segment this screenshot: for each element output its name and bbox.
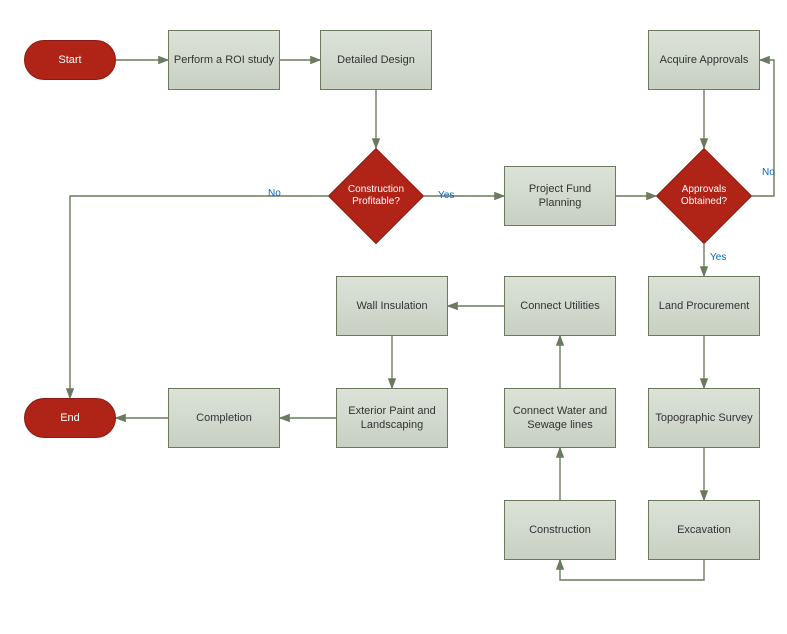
insulation-node: Wall Insulation [336,276,448,336]
topo-node: Topographic Survey [648,388,760,448]
construction-label: Construction [529,523,591,537]
utilities-label: Connect Utilities [520,299,599,313]
start-node: Start [24,40,116,80]
edge-label-no-1: No [268,188,281,199]
roi-node: Perform a ROI study [168,30,280,90]
profitable-label: Construction Profitable? [328,148,424,244]
funding-node: Project Fund Planning [504,166,616,226]
approvals-label: Approvals Obtained? [656,148,752,244]
topo-label: Topographic Survey [655,411,752,425]
land-label: Land Procurement [659,299,750,313]
approvals-node: Approvals Obtained? [656,148,752,244]
construction-node: Construction [504,500,616,560]
excavation-label: Excavation [677,523,731,537]
paint-node: Exterior Paint and Landscaping [336,388,448,448]
design-node: Detailed Design [320,30,432,90]
end-label: End [60,411,80,425]
land-node: Land Procurement [648,276,760,336]
edge-label-yes-2: Yes [710,252,726,263]
end-node: End [24,398,116,438]
acquire-label: Acquire Approvals [660,53,749,67]
funding-label: Project Fund Planning [509,182,611,211]
water-label: Connect Water and Sewage lines [509,404,611,433]
edge-label-yes-1: Yes [438,190,454,201]
paint-label: Exterior Paint and Landscaping [341,404,443,433]
edge-label-no-2: No [762,167,775,178]
water-node: Connect Water and Sewage lines [504,388,616,448]
profitable-node: Construction Profitable? [328,148,424,244]
roi-label: Perform a ROI study [174,53,274,67]
completion-node: Completion [168,388,280,448]
excavation-node: Excavation [648,500,760,560]
flowchart-canvas: Start End Perform a ROI study Detailed D… [0,0,787,634]
design-label: Detailed Design [337,53,415,67]
completion-label: Completion [196,411,252,425]
insulation-label: Wall Insulation [356,299,427,313]
acquire-node: Acquire Approvals [648,30,760,90]
start-label: Start [58,53,81,67]
utilities-node: Connect Utilities [504,276,616,336]
